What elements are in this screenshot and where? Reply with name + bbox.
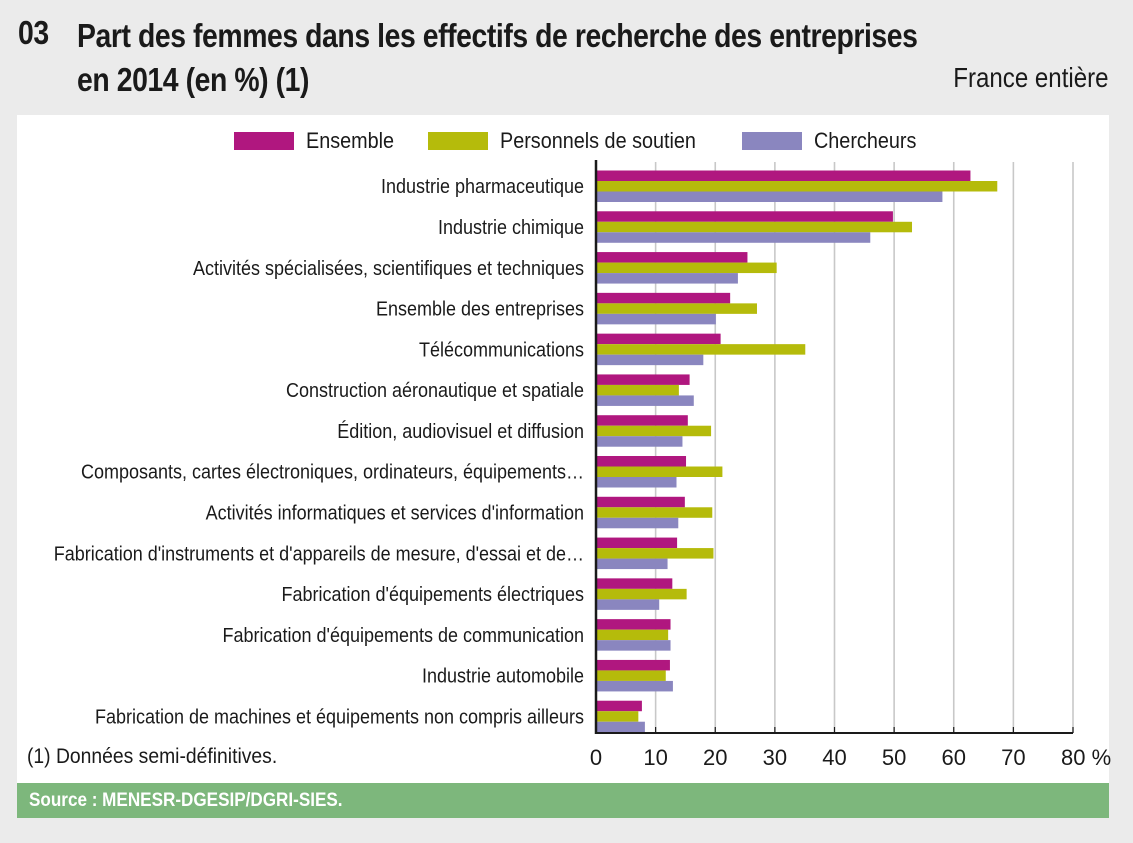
chart-title: Part des femmes dans les effectifs de re…	[77, 14, 1040, 102]
category-label: Activités informatiques et services d'in…	[206, 503, 584, 525]
bar-chercheurs	[596, 395, 694, 406]
bars	[596, 170, 998, 733]
legend-swatch-ensemble	[234, 132, 294, 150]
x-tick-label: 50	[882, 745, 906, 770]
bar-ensemble	[596, 619, 671, 630]
category-label: Industrie pharmaceutique	[381, 176, 584, 198]
bar-soutien	[596, 588, 687, 600]
bar-soutien	[596, 425, 712, 437]
chart-panel	[17, 115, 1109, 783]
legend-label-soutien: Personnels de soutien	[499, 128, 696, 153]
bar-soutien	[596, 466, 723, 477]
category-label: Construction aéronautique et spatiale	[286, 380, 584, 402]
bar-soutien	[596, 221, 913, 233]
bar-chercheurs	[596, 721, 645, 733]
category-label: Fabrication d'équipements électriques	[282, 584, 584, 606]
bar-chercheurs	[596, 273, 738, 284]
category-label: Fabrication de machines et équipements n…	[95, 707, 584, 729]
category-label: Ensemble des entreprises	[376, 299, 584, 321]
chart-title-line2: en 2014 (en %) (1)	[77, 61, 309, 98]
bar-soutien	[596, 181, 998, 192]
bar-chercheurs	[596, 477, 677, 488]
bar-chercheurs	[596, 640, 671, 651]
bar-soutien	[596, 262, 777, 274]
x-tick-label: 30	[763, 745, 787, 770]
x-tick-label: 80 %	[1061, 745, 1111, 770]
geographic-scope: France entière	[953, 62, 1109, 93]
bar-ensemble	[596, 456, 687, 467]
x-tick-label: 0	[590, 745, 602, 770]
chart-legend: Ensemble Personnels de soutien Chercheur…	[234, 128, 951, 154]
bar-chercheurs	[596, 517, 679, 529]
gridlines	[654, 162, 1074, 733]
bar-soutien	[596, 548, 714, 559]
source-bar: Source : MENESR-DGESIP/DGRI-SIES.	[17, 783, 1109, 818]
bar-soutien	[596, 711, 639, 722]
category-label: Industrie automobile	[422, 666, 584, 688]
legend-swatch-chercheurs	[741, 132, 802, 150]
bar-ensemble	[596, 659, 670, 671]
bar-chercheurs	[596, 599, 660, 610]
figure-number: 03	[18, 14, 49, 51]
bar-chercheurs	[596, 354, 704, 366]
bar-ensemble	[596, 415, 688, 426]
category-label: Édition, audiovisuel et diffusion	[337, 421, 584, 443]
bar-chercheurs	[596, 191, 943, 202]
category-labels: Industrie pharmaceutique Industrie chimiq…	[54, 176, 584, 728]
legend-swatch-soutien	[427, 132, 488, 150]
chart-title-line1: Part des femmes dans les effectifs de re…	[77, 17, 918, 54]
bar-ensemble	[596, 374, 690, 385]
legend-label-chercheurs: Chercheurs	[813, 128, 916, 153]
legend-item-soutien: Personnels de soutien	[427, 128, 718, 154]
bar-ensemble	[596, 496, 685, 508]
axes: 0 10 20 30 40 50 60 70 80 %	[590, 160, 1111, 770]
bar-ensemble	[596, 700, 642, 712]
category-label: Composants, cartes électroniques, ordina…	[81, 462, 584, 484]
bar-soutien	[596, 303, 757, 314]
x-tick-label: 40	[822, 745, 846, 770]
x-tick-label: 10	[643, 745, 667, 770]
category-label: Fabrication d'équipements de communicati…	[223, 625, 584, 647]
bar-soutien	[596, 384, 679, 396]
bar-ensemble	[596, 211, 893, 222]
bar-ensemble	[596, 170, 971, 181]
bar-soutien	[596, 507, 713, 518]
category-label: Télécommunications	[419, 340, 584, 362]
bar-ensemble	[596, 333, 721, 345]
bar-soutien	[596, 344, 806, 355]
category-label: Fabrication d'instruments et d'appareils…	[54, 544, 584, 566]
bar-chercheurs	[596, 313, 716, 325]
bar-ensemble	[596, 252, 748, 263]
bar-ensemble	[596, 292, 731, 304]
bar-soutien	[596, 670, 666, 681]
x-tick-label: 20	[703, 745, 727, 770]
footnote: (1) Données semi-définitives.	[27, 745, 278, 768]
source-text: Source : MENESR-DGESIP/DGRI-SIES.	[29, 790, 343, 811]
category-label: Industrie chimique	[438, 217, 584, 239]
category-label: Activités spécialisées, scientifiques et…	[193, 258, 584, 280]
bar-soutien	[596, 629, 669, 641]
legend-label-ensemble: Ensemble	[306, 128, 395, 153]
x-tick-label: 70	[1001, 745, 1025, 770]
x-tick-label: 60	[942, 745, 966, 770]
bar-ensemble	[596, 537, 678, 549]
bar-ensemble	[596, 578, 673, 589]
bar-chercheurs	[596, 680, 673, 692]
bar-chercheurs	[596, 232, 871, 243]
legend-item-ensemble: Ensemble	[234, 128, 404, 154]
bar-chercheurs	[596, 558, 668, 570]
legend-item-chercheurs: Chercheurs	[741, 128, 928, 154]
bar-chercheurs	[596, 436, 683, 447]
